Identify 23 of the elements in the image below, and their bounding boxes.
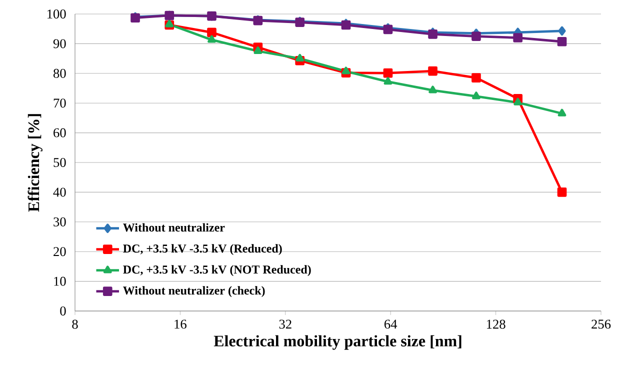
y-tick-label: 100 bbox=[47, 10, 66, 18]
y-tick-label: 40 bbox=[53, 188, 66, 197]
y-tick-label: 60 bbox=[54, 128, 66, 138]
y-tick-label: 30 bbox=[54, 217, 66, 226]
y-tick-label: 0 bbox=[60, 306, 66, 316]
y-tick-label: 50 bbox=[54, 158, 66, 167]
legend-label: DC, +3.5 kV -3.5 kV (NOT Reduced) bbox=[123, 265, 311, 276]
y-tick-label: 10 bbox=[54, 276, 66, 286]
y-tick-label: 70 bbox=[54, 98, 66, 108]
x-tick-label: 64 bbox=[384, 320, 398, 329]
legend-label: Without neutralizer bbox=[123, 223, 225, 232]
x-axis-title: Electrical mobility particle size [nm] bbox=[214, 335, 462, 350]
y-tick-label: 80 bbox=[53, 68, 66, 78]
x-tick-label: 256 bbox=[592, 320, 611, 329]
y-axis-title: Efficiency [%] bbox=[28, 114, 42, 212]
y-tick-label: 20 bbox=[54, 247, 66, 256]
y-tick-label: 90 bbox=[53, 39, 66, 48]
x-tick-label: 32 bbox=[279, 320, 292, 329]
x-tick-label: 128 bbox=[486, 320, 506, 329]
legend-label: DC, +3.5 kV -3.5 kV (Reduced) bbox=[123, 244, 282, 256]
x-tick-label: 16 bbox=[174, 320, 186, 329]
legend-label: Without neutralizer (check) bbox=[123, 286, 265, 298]
x-tick-label: 8 bbox=[72, 320, 78, 329]
